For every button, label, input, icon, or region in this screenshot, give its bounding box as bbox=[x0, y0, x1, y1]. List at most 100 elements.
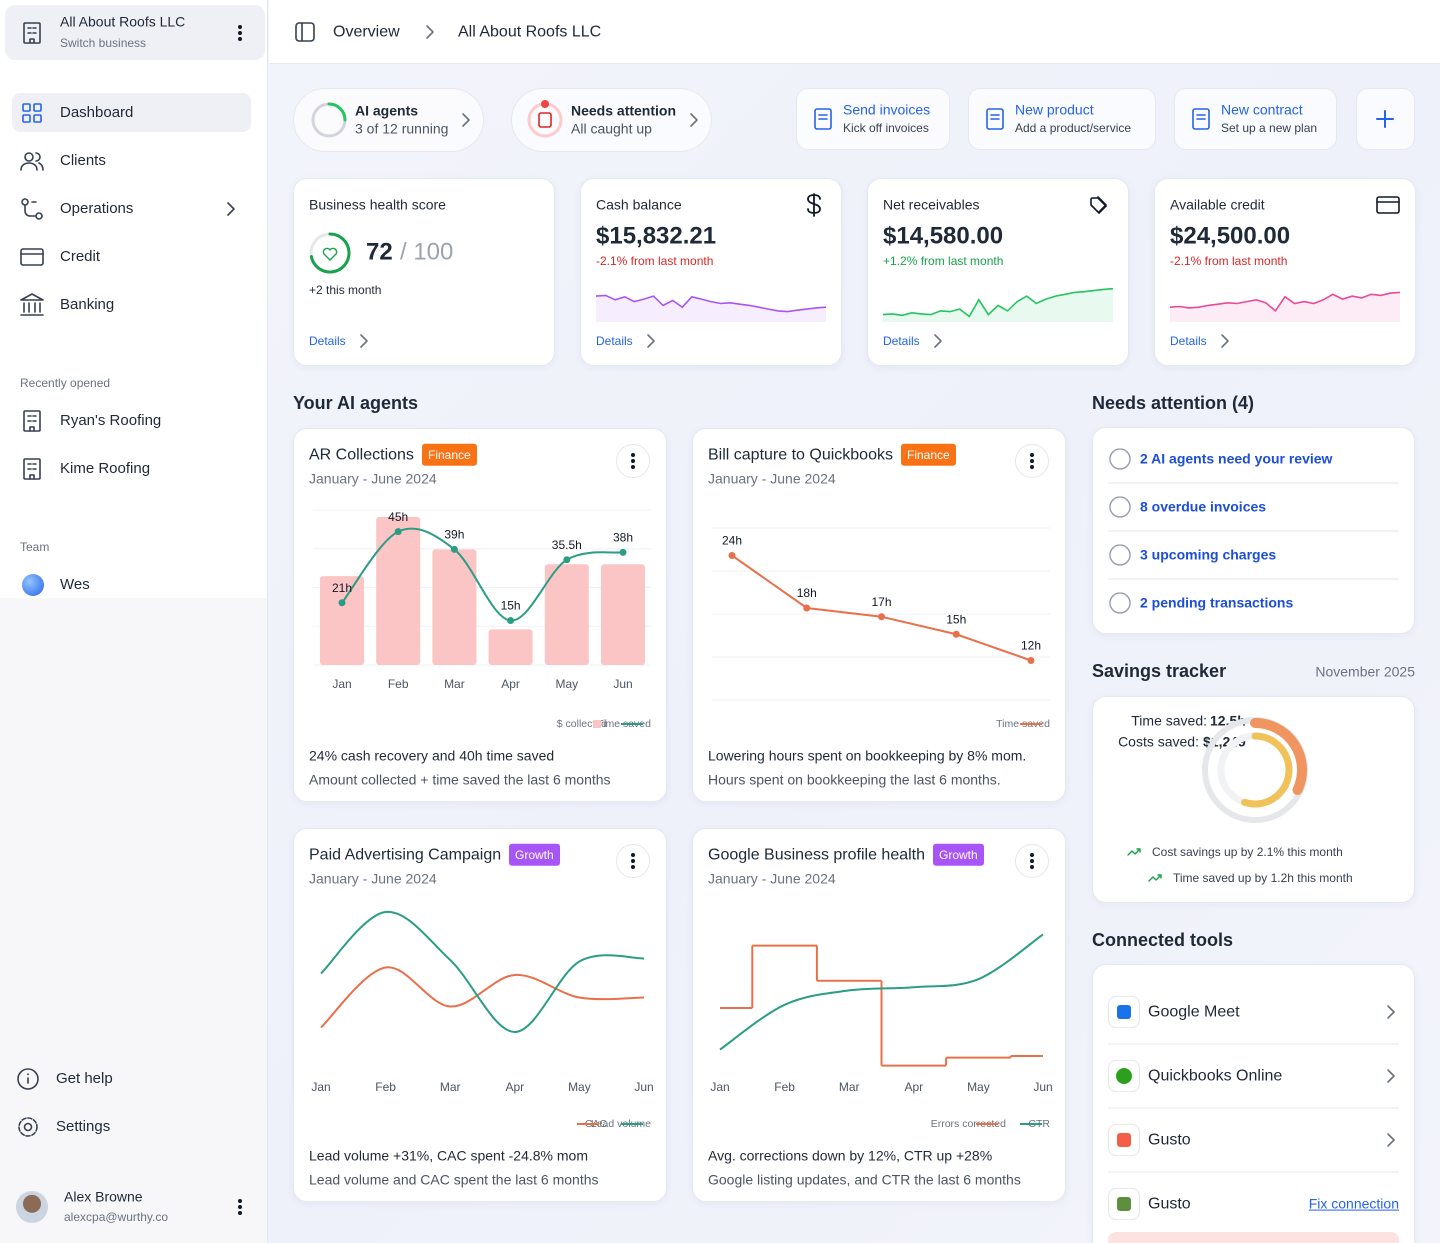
breadcrumb: All About Roofs LLC bbox=[458, 23, 602, 41]
sidebar bbox=[0, 0, 268, 598]
nav-item[interactable]: Clients bbox=[60, 152, 106, 169]
status-subtitle[interactable]: 3 of 12 running bbox=[355, 120, 449, 137]
tool-name[interactable]: Google Meet bbox=[1148, 1003, 1240, 1021]
status-pill[interactable] bbox=[511, 88, 712, 152]
attention-item[interactable]: 2 pending transactions bbox=[1140, 594, 1294, 611]
fix-connection[interactable]: Fix connection bbox=[1308, 1195, 1399, 1212]
tool-name[interactable]: Gusto bbox=[1148, 1195, 1191, 1213]
section-title: Needs attention (4) bbox=[1092, 393, 1255, 414]
agent-description: Lead volume and CAC spent the last 6 mon… bbox=[309, 1171, 599, 1188]
business-switcher[interactable] bbox=[5, 5, 265, 60]
kpi-title: Net receivables bbox=[883, 196, 980, 213]
kpi-value: $15,832.21 bbox=[596, 222, 717, 250]
attention-item[interactable]: 8 overdue invoices bbox=[1140, 498, 1267, 515]
agent-tag: Finance bbox=[901, 443, 956, 467]
savings-note: Time saved up by 1.2h this month bbox=[1173, 870, 1353, 885]
section-heading: Team bbox=[20, 539, 50, 554]
breadcrumb[interactable]: Overview bbox=[333, 23, 400, 41]
action-title[interactable]: New product bbox=[1015, 101, 1094, 118]
agent-menu[interactable] bbox=[1015, 844, 1049, 878]
kpi-value: $24,500.00 bbox=[1170, 222, 1291, 250]
header bbox=[269, 0, 1440, 64]
kpi-title: Cash balance bbox=[596, 196, 682, 213]
tool-name[interactable]: Gusto bbox=[1148, 1131, 1191, 1149]
agent-description: Hours spent on bookkeeping the last 6 mo… bbox=[708, 771, 1001, 788]
section-title: Savings tracker bbox=[1092, 661, 1227, 682]
health-max: / 100 bbox=[400, 238, 454, 266]
action-subtitle[interactable]: Kick off invoices bbox=[843, 120, 929, 135]
user-name: Alex Browne bbox=[64, 1188, 143, 1205]
recent-item[interactable]: Kime Roofing bbox=[60, 460, 151, 477]
savings-label: Time saved: bbox=[1131, 712, 1207, 729]
kpi-card bbox=[867, 178, 1129, 366]
action-title[interactable]: New contract bbox=[1221, 101, 1303, 118]
agent-summary: Lowering hours spent on bookkeeping by 8… bbox=[708, 747, 1027, 764]
agent-description: Amount collected + time saved the last 6… bbox=[309, 771, 611, 788]
agent-period: January - June 2024 bbox=[309, 470, 437, 487]
kpi-card bbox=[1154, 178, 1416, 366]
attention-item[interactable]: 2 AI agents need your review bbox=[1140, 450, 1333, 467]
agent-description: Google listing updates, and CTR the last… bbox=[708, 1171, 1021, 1188]
agent-period: January - June 2024 bbox=[708, 470, 836, 487]
nav-item[interactable]: Dashboard bbox=[60, 104, 134, 121]
agent-menu[interactable] bbox=[616, 844, 650, 878]
nav-item[interactable]: Operations bbox=[60, 200, 134, 217]
tools-card bbox=[1092, 964, 1415, 1243]
section-title: Connected tools bbox=[1092, 930, 1234, 951]
kpi-value: $14,580.00 bbox=[883, 222, 1004, 250]
tool-logo bbox=[1108, 1124, 1140, 1156]
business-name[interactable]: All About Roofs LLC bbox=[60, 13, 186, 30]
agent-summary: Avg. corrections down by 12%, CTR up +28… bbox=[708, 1147, 993, 1164]
details-link[interactable]: Details bbox=[1170, 333, 1207, 348]
tool-logo bbox=[1108, 1060, 1140, 1092]
kpi-card bbox=[580, 178, 842, 366]
tool-logo bbox=[1108, 1188, 1140, 1220]
agent-tag: Finance bbox=[422, 443, 477, 467]
recent-item[interactable]: Ryan's Roofing bbox=[60, 412, 162, 429]
agent-title: Bill capture to Quickbooks bbox=[708, 446, 893, 464]
details-link[interactable]: Details bbox=[596, 333, 633, 348]
warning-bar bbox=[1108, 1232, 1399, 1243]
savings-label: Costs saved: bbox=[1118, 733, 1199, 750]
agent-menu[interactable] bbox=[1015, 444, 1049, 478]
kpi-title: Business health score bbox=[309, 196, 446, 213]
action-subtitle[interactable]: Set up a new plan bbox=[1221, 120, 1318, 135]
status-subtitle[interactable]: All caught up bbox=[571, 120, 652, 137]
kpi-change: +1.2% from last month bbox=[883, 253, 1004, 268]
avatar bbox=[22, 574, 44, 596]
quick-action[interactable] bbox=[1174, 88, 1337, 150]
section-title: Your AI agents bbox=[293, 393, 419, 414]
agent-tag: Growth bbox=[509, 843, 560, 867]
quick-action[interactable] bbox=[796, 88, 950, 150]
health-score: 72 bbox=[366, 238, 393, 266]
user-avatar bbox=[16, 1191, 48, 1223]
agent-title: AR Collections bbox=[309, 446, 414, 464]
footer-link[interactable]: Get help bbox=[56, 1070, 113, 1087]
nav-item[interactable]: Credit bbox=[60, 248, 101, 265]
team-member[interactable]: Wes bbox=[60, 576, 90, 593]
action-subtitle[interactable]: Add a product/service bbox=[1015, 120, 1132, 135]
agent-title: Google Business profile health bbox=[708, 846, 926, 864]
savings-date: November 2025 bbox=[1315, 663, 1415, 680]
action-title[interactable]: Send invoices bbox=[843, 101, 931, 118]
footer-link[interactable]: Settings bbox=[56, 1118, 111, 1135]
section-heading: Recently opened bbox=[20, 375, 111, 390]
nav-item[interactable]: Banking bbox=[60, 296, 115, 313]
status-title[interactable]: AI agents bbox=[355, 102, 419, 119]
kpi-title: Available credit bbox=[1170, 196, 1265, 213]
agent-menu[interactable] bbox=[616, 444, 650, 478]
details-link[interactable]: Details bbox=[309, 333, 346, 348]
status-title[interactable]: Needs attention bbox=[571, 102, 677, 119]
kpi-change: -2.1% from last month bbox=[1170, 253, 1288, 268]
nav-active[interactable] bbox=[12, 93, 251, 132]
details-link[interactable]: Details bbox=[883, 333, 920, 348]
tool-name[interactable]: Quickbooks Online bbox=[1148, 1067, 1283, 1085]
kpi-change: -2.1% from last month bbox=[596, 253, 714, 268]
attention-item[interactable]: 3 upcoming charges bbox=[1140, 546, 1277, 563]
add-action[interactable] bbox=[1356, 88, 1415, 150]
quick-action[interactable] bbox=[968, 88, 1156, 150]
business-subtitle[interactable]: Switch business bbox=[60, 35, 147, 50]
agent-summary: Lead volume +31%, CAC spent -24.8% mom bbox=[309, 1147, 588, 1164]
user-email: alexcpa@wurthy.co bbox=[64, 1209, 169, 1224]
